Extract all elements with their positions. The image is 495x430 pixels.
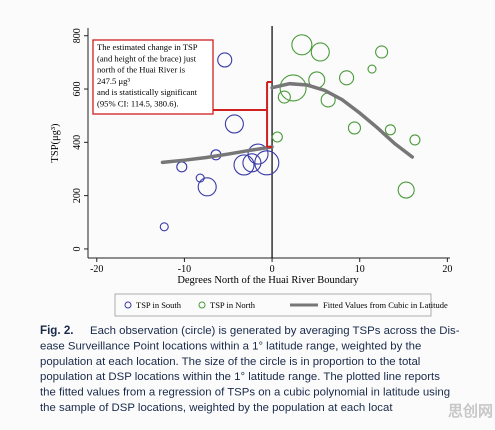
y-tick-label: 400 [72, 135, 83, 150]
y-tick-label: 800 [72, 28, 83, 43]
legend-box [114, 293, 432, 317]
annotation-text: 247.5 μg³ [97, 76, 130, 86]
x-tick-label: -10 [178, 264, 191, 275]
bubble [159, 222, 169, 232]
y-axis-label: TSP(μg³) [50, 123, 61, 163]
annotation-text: and is statistically significant [97, 87, 198, 97]
caption-line: the sample of DSP locations, weighted by… [40, 402, 393, 414]
bubble [310, 42, 330, 62]
bubble [242, 153, 262, 173]
caption-label: Fig. 2. [40, 324, 74, 337]
watermark: 思创网 [448, 402, 493, 420]
legend-label: TSP in North [210, 300, 256, 310]
bubble [339, 70, 355, 86]
legend-label: Fitted Values from Cubic in Latitude [323, 300, 448, 310]
annotation-text: north of the Huai River is [97, 65, 186, 75]
caption-line: ease Surveillance Point locations within… [40, 340, 421, 352]
bubble [397, 181, 415, 199]
legend-marker [124, 301, 132, 309]
bubble [217, 52, 233, 68]
caption-line: population at each location. The size of… [40, 356, 420, 368]
annotation-brace [213, 81, 273, 148]
bubble [375, 45, 389, 59]
y-tick-label: 0 [72, 246, 83, 251]
bubble [271, 131, 283, 143]
caption-line: the fitted values from a regression of T… [40, 387, 450, 399]
bubble [233, 154, 255, 176]
bubble [279, 74, 307, 102]
x-tick-label: 10 [355, 264, 365, 275]
x-tick-label: 0 [270, 264, 275, 275]
caption-line: population at DSP locations within the 1… [40, 371, 440, 383]
bubble [254, 150, 280, 176]
annotation-box [92, 39, 214, 115]
bubble [347, 121, 362, 135]
y-tick-label: 600 [72, 82, 83, 97]
bubble [277, 90, 291, 104]
bubble [291, 34, 313, 56]
annotation-text: (and height of the brace) just [97, 53, 197, 63]
annotation-text: (95% CI: 114.5, 380.6). [97, 99, 179, 109]
bubble [197, 177, 217, 197]
bubble [384, 124, 396, 136]
x-tick-label: -20 [90, 264, 103, 275]
x-tick-label: 20 [442, 264, 452, 275]
bubble [247, 143, 269, 165]
legend-label: TSP in South [136, 300, 182, 310]
bubble [224, 114, 244, 134]
x-axis-label: Degrees North of the Huai River Boundary [177, 275, 359, 286]
caption-line: Each observation (circle) is generated b… [90, 325, 460, 337]
bubble [367, 64, 377, 74]
legend-marker [198, 301, 206, 309]
fitted-line [160, 81, 415, 165]
bubble [195, 173, 205, 183]
y-tick-label: 200 [72, 188, 83, 203]
annotation-text: The estimated change in TSP [97, 42, 198, 52]
bubble [409, 134, 421, 146]
